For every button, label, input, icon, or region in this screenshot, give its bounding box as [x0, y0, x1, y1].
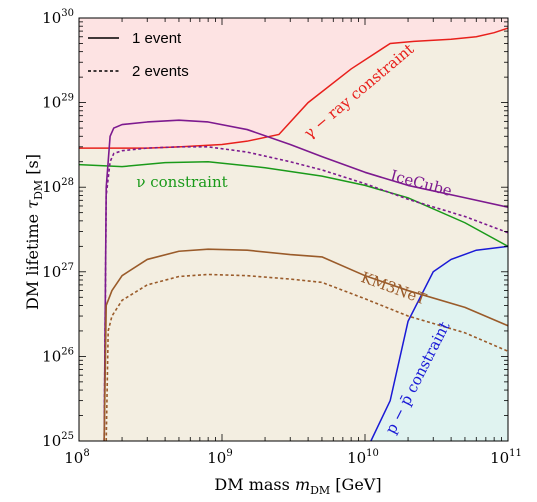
- x-axis-label: DM mass mDM [GeV]: [214, 475, 381, 497]
- y-tick-label: 1029: [42, 93, 74, 112]
- legend-label-1-event: 1 event: [132, 30, 182, 47]
- y-tick-label: 1026: [42, 346, 74, 365]
- x-tick-label: 109: [207, 448, 232, 467]
- y-axis-label: DM lifetime τDM [s]: [23, 154, 45, 310]
- series-km3net-1-event: [103, 248, 508, 441]
- region-edge-ray-constraint: [79, 27, 508, 149]
- x-tick-label: 1010: [347, 448, 379, 467]
- legend: 1 event 2 events: [88, 30, 189, 80]
- constraint-regions: [79, 18, 508, 441]
- plot-frame: [78, 17, 509, 442]
- annotation-constraint: ν constraint: [136, 173, 227, 191]
- series-km3net-2-event: [105, 273, 508, 441]
- y-tick-label: 1025: [42, 431, 74, 450]
- region-fill-p-pbar-top: [370, 246, 508, 441]
- region-fill-ray-constraint: [79, 18, 508, 149]
- series-icecube-2-event: [103, 146, 508, 441]
- legend-label-2-events: 2 events: [132, 63, 189, 80]
- series-icecube-1-event: [103, 119, 508, 441]
- region-edge-p-p-constraint: [370, 245, 508, 441]
- y-tick-label: 1027: [42, 262, 74, 281]
- x-tick-label: 108: [64, 448, 89, 467]
- axis-ticks: 108 109 1010 1011 1025 1026 1027 1028 1029 1030: [42, 8, 522, 467]
- x-tick-label: 1011: [490, 448, 522, 467]
- region-edge-constraint: [79, 160, 508, 247]
- series-lines: [103, 119, 508, 441]
- y-tick-label: 1030: [42, 8, 74, 27]
- y-tick-label: 1028: [42, 177, 74, 196]
